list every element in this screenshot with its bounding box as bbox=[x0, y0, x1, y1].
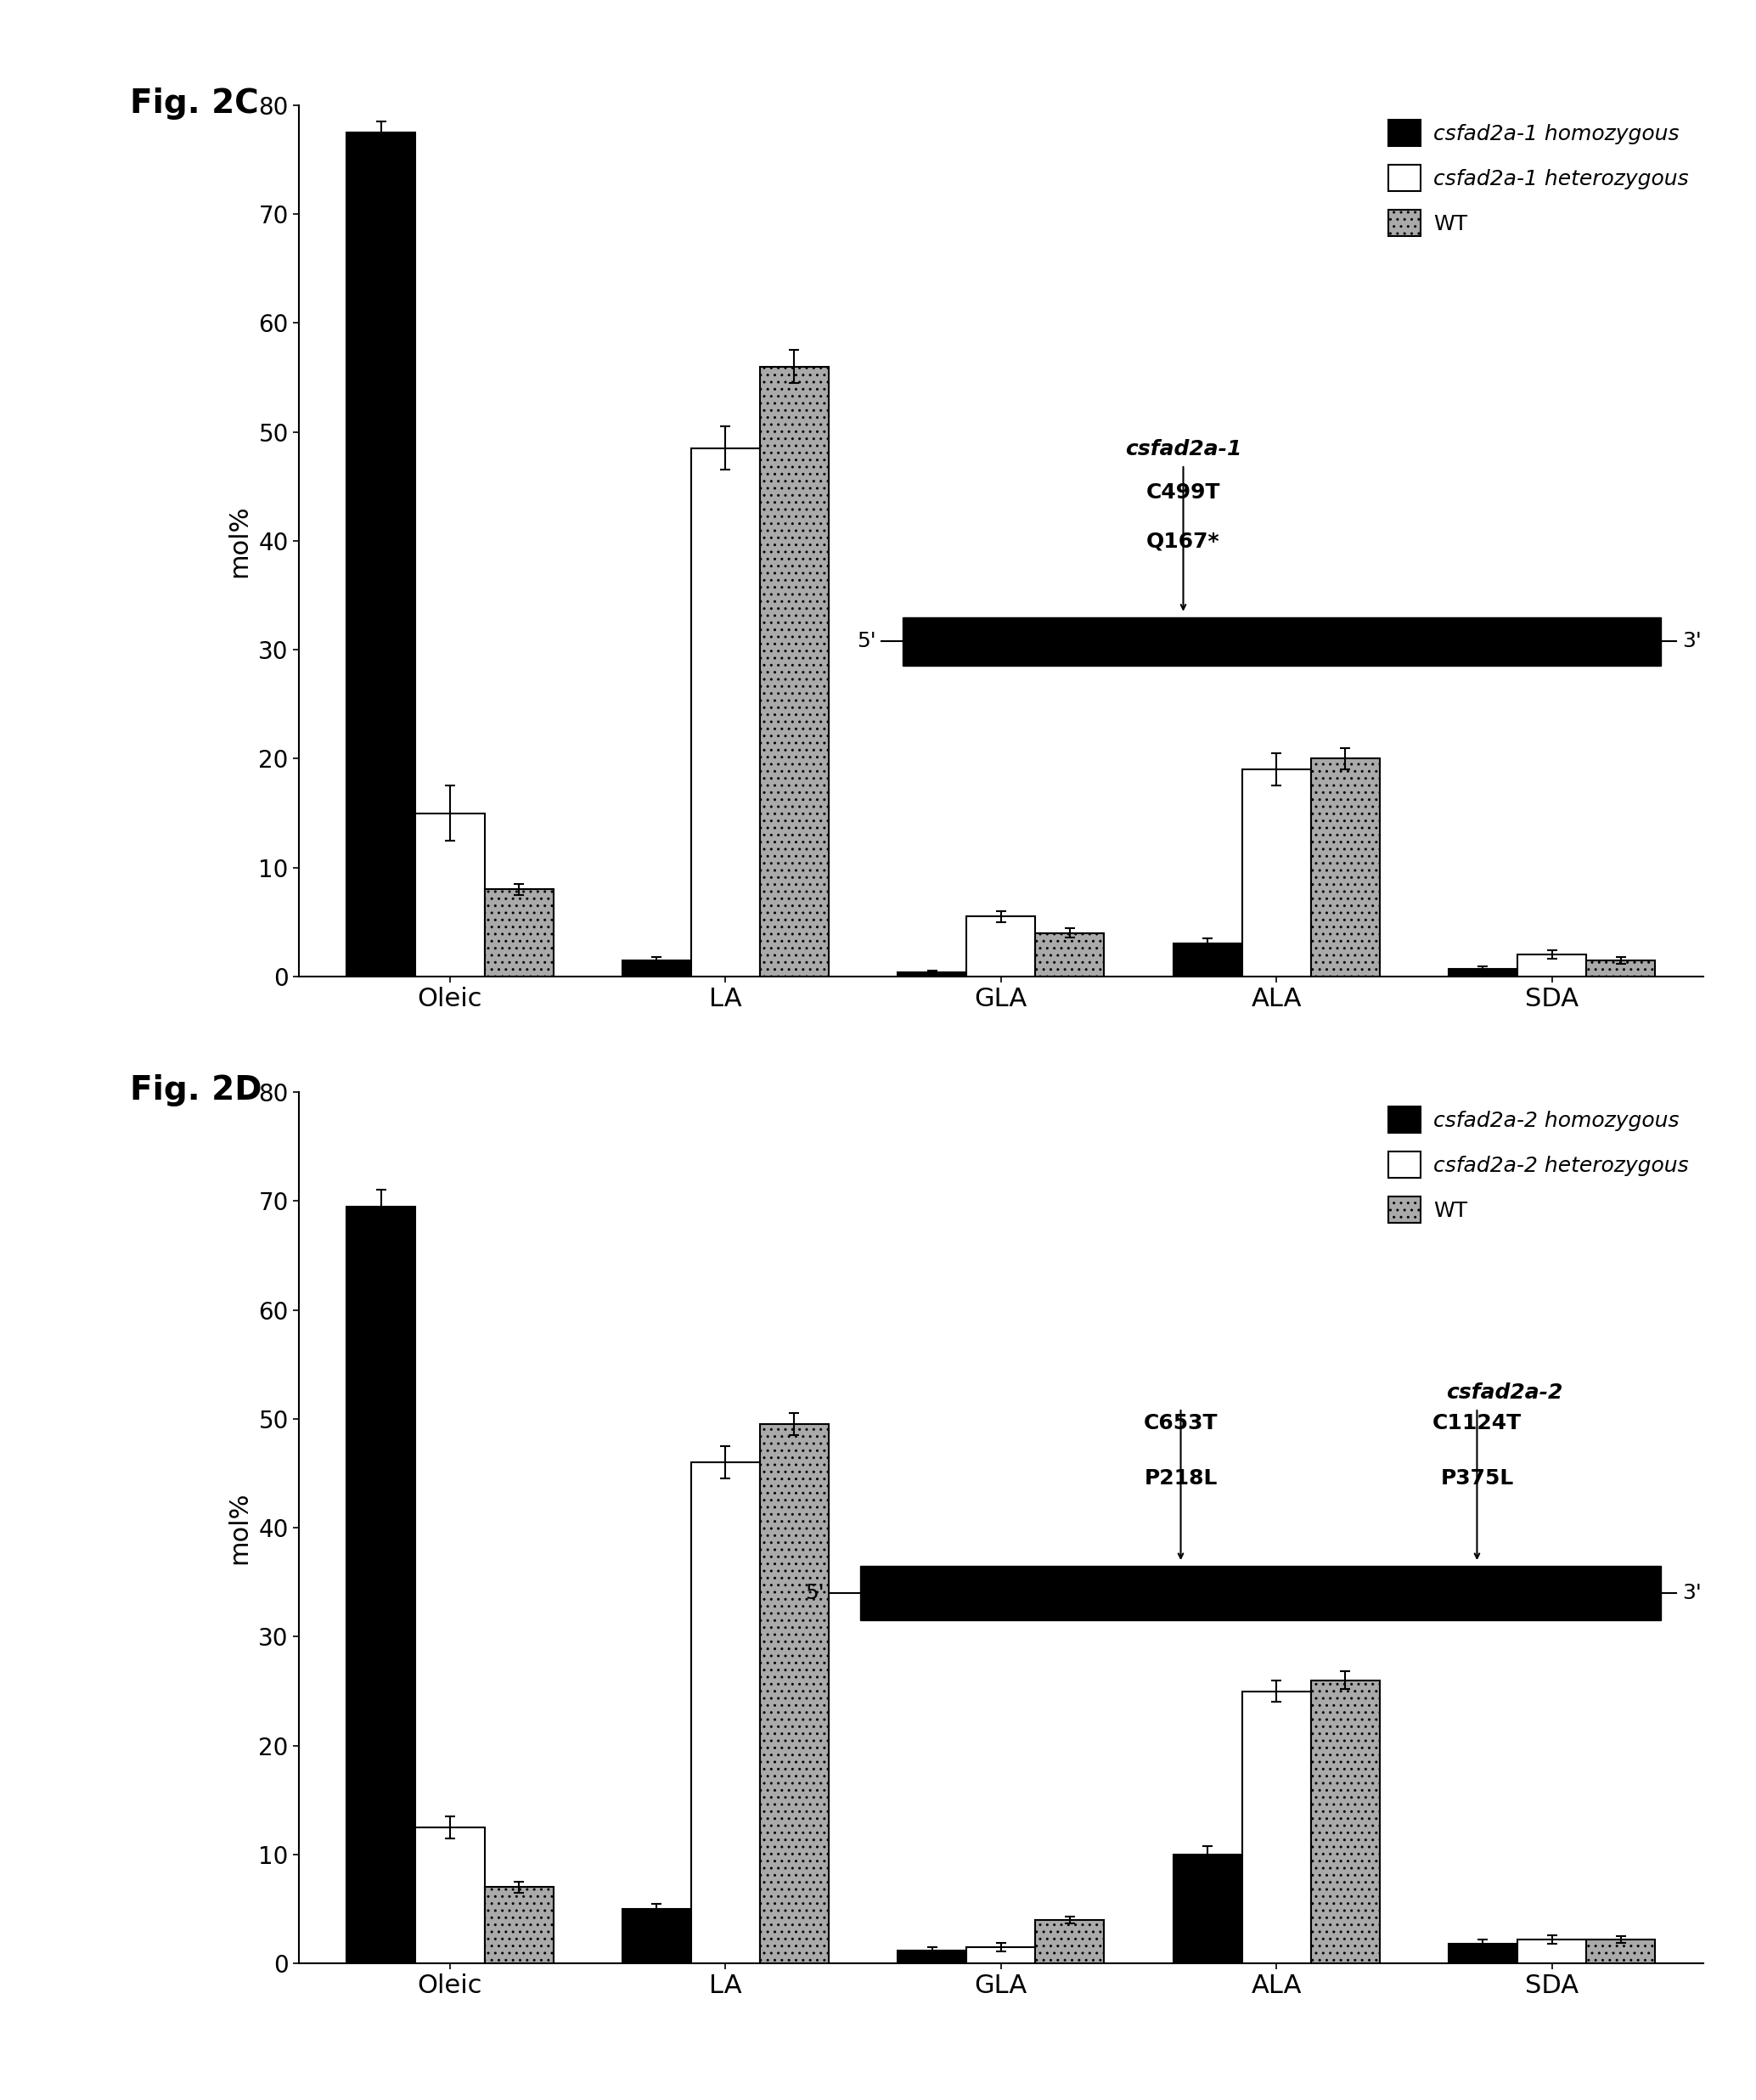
Bar bbox=[1241, 1691, 1310, 1964]
Bar bbox=[1517, 1940, 1586, 1964]
Bar bbox=[416, 813, 485, 977]
Bar bbox=[485, 1888, 553, 1964]
Bar bbox=[1586, 960, 1656, 977]
Bar bbox=[622, 1909, 692, 1964]
Text: P218L: P218L bbox=[1145, 1468, 1217, 1489]
Text: Q167*: Q167* bbox=[1147, 531, 1220, 552]
Bar bbox=[346, 132, 416, 977]
Bar bbox=[903, 617, 1661, 666]
Bar bbox=[416, 1827, 485, 1964]
Text: csfad2a-1: csfad2a-1 bbox=[1126, 439, 1241, 460]
Bar bbox=[485, 890, 553, 976]
Bar bbox=[1173, 1854, 1241, 1964]
Bar bbox=[1586, 1940, 1656, 1964]
Y-axis label: mol%: mol% bbox=[227, 1491, 251, 1564]
Text: C653T: C653T bbox=[1143, 1413, 1219, 1434]
Bar bbox=[622, 960, 692, 977]
Bar bbox=[966, 1947, 1036, 1964]
Text: 5': 5' bbox=[857, 632, 876, 651]
Text: C1124T: C1124T bbox=[1433, 1413, 1522, 1434]
Bar bbox=[1036, 1919, 1105, 1964]
Text: P375L: P375L bbox=[1440, 1468, 1514, 1489]
Text: csfad2a-2: csfad2a-2 bbox=[1447, 1382, 1563, 1403]
Bar bbox=[346, 1205, 416, 1964]
Bar bbox=[1310, 758, 1380, 976]
Bar bbox=[1517, 956, 1586, 977]
Bar bbox=[1449, 1945, 1517, 1964]
Text: 3': 3' bbox=[1682, 632, 1702, 651]
Text: Fig. 2D: Fig. 2D bbox=[130, 1075, 262, 1107]
Text: 5': 5' bbox=[804, 1583, 824, 1602]
Bar bbox=[897, 972, 966, 976]
Bar bbox=[692, 447, 760, 977]
Text: 3': 3' bbox=[1682, 1583, 1702, 1602]
Bar bbox=[897, 1951, 966, 1964]
Bar bbox=[966, 916, 1036, 977]
Bar bbox=[1241, 769, 1310, 976]
Legend: csfad2a-1 homozygous, csfad2a-1 heterozygous, WT: csfad2a-1 homozygous, csfad2a-1 heterozy… bbox=[1380, 111, 1696, 244]
Bar bbox=[1173, 943, 1241, 976]
Bar bbox=[1310, 1680, 1380, 1964]
Bar bbox=[860, 1567, 1661, 1621]
Bar bbox=[1449, 968, 1517, 977]
Legend: csfad2a-2 homozygous, csfad2a-2 heterozygous, WT: csfad2a-2 homozygous, csfad2a-2 heterozy… bbox=[1380, 1098, 1696, 1231]
Bar bbox=[760, 1424, 829, 1964]
Y-axis label: mol%: mol% bbox=[227, 504, 251, 578]
Text: C499T: C499T bbox=[1147, 483, 1220, 502]
Bar bbox=[692, 1462, 760, 1964]
Bar bbox=[760, 368, 829, 977]
Bar bbox=[1036, 932, 1105, 976]
Text: Fig. 2C: Fig. 2C bbox=[130, 88, 258, 120]
